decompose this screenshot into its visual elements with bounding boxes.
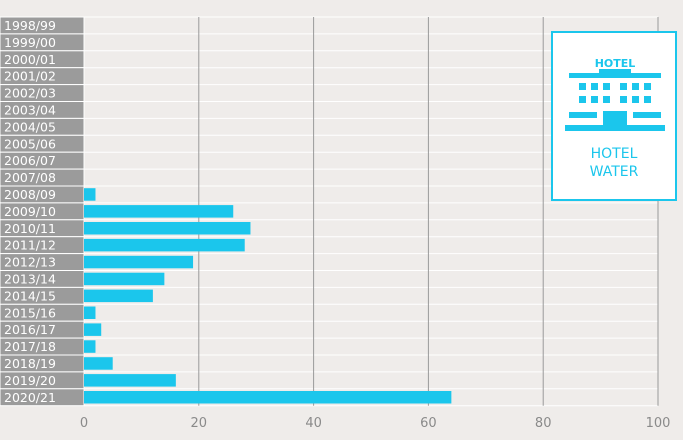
category-label: 2004/05 xyxy=(4,119,56,134)
category-label: 2006/07 xyxy=(4,153,56,168)
category-label: 2011/12 xyxy=(4,238,56,253)
bar xyxy=(84,188,96,201)
bar xyxy=(84,340,96,353)
badge-caption-line2: WATER xyxy=(589,164,639,180)
category-label: 2009/10 xyxy=(4,204,56,219)
bar xyxy=(84,323,102,336)
bar xyxy=(84,289,153,303)
bars xyxy=(84,188,452,404)
category-label: 2012/13 xyxy=(4,255,56,270)
x-tick-label: 100 xyxy=(646,416,671,431)
badge-caption: HOTEL WATER xyxy=(553,145,675,181)
category-label: 1998/99 xyxy=(4,18,56,33)
bar xyxy=(84,272,165,286)
category-label: 2003/04 xyxy=(4,102,56,117)
x-tick-label: 80 xyxy=(535,416,552,431)
bar xyxy=(84,374,176,387)
hotel-sign-text: HOTEL xyxy=(595,57,636,70)
category-label: 2002/03 xyxy=(4,86,56,101)
category-label: 2013/14 xyxy=(4,271,56,286)
bar xyxy=(84,238,245,252)
category-label: 2008/09 xyxy=(4,187,56,202)
category-label: 2015/16 xyxy=(4,305,56,320)
category-axis: 1998/99 1999/00 2000/01 2001/02 2002/032003/… xyxy=(0,16,85,407)
x-tick-label: 20 xyxy=(191,416,208,431)
category-label: 2014/15 xyxy=(4,288,56,303)
x-tick-label: 60 xyxy=(420,416,437,431)
bar xyxy=(84,205,234,218)
bar xyxy=(84,391,452,404)
x-axis-ticks: 0 20 40 60 80 100 xyxy=(80,416,671,431)
x-tick-label: 40 xyxy=(305,416,322,431)
x-tick-label: 0 xyxy=(80,416,88,431)
badge-caption-line1: HOTEL xyxy=(590,146,638,162)
bar xyxy=(84,222,251,235)
category-label: 2005/06 xyxy=(4,136,56,151)
category-label: 2016/17 xyxy=(4,322,56,337)
hotel-water-badge: HOTEL HOTEL WATER xyxy=(551,31,677,201)
hotel-building-icon: HOTEL xyxy=(565,57,665,131)
category-label: 2001/02 xyxy=(4,69,56,84)
category-label: 1999/00 xyxy=(4,35,56,50)
bar xyxy=(84,357,113,370)
bar xyxy=(84,306,96,319)
category-label: 2018/19 xyxy=(4,356,56,371)
category-label: 2019/20 xyxy=(4,373,56,388)
category-label: 2010/11 xyxy=(4,221,56,236)
category-label: 2007/08 xyxy=(4,170,56,185)
category-label: 2017/18 xyxy=(4,339,56,354)
bar xyxy=(84,255,194,269)
category-label: 2020/21 xyxy=(4,390,56,405)
category-label: 2000/01 xyxy=(4,52,56,67)
